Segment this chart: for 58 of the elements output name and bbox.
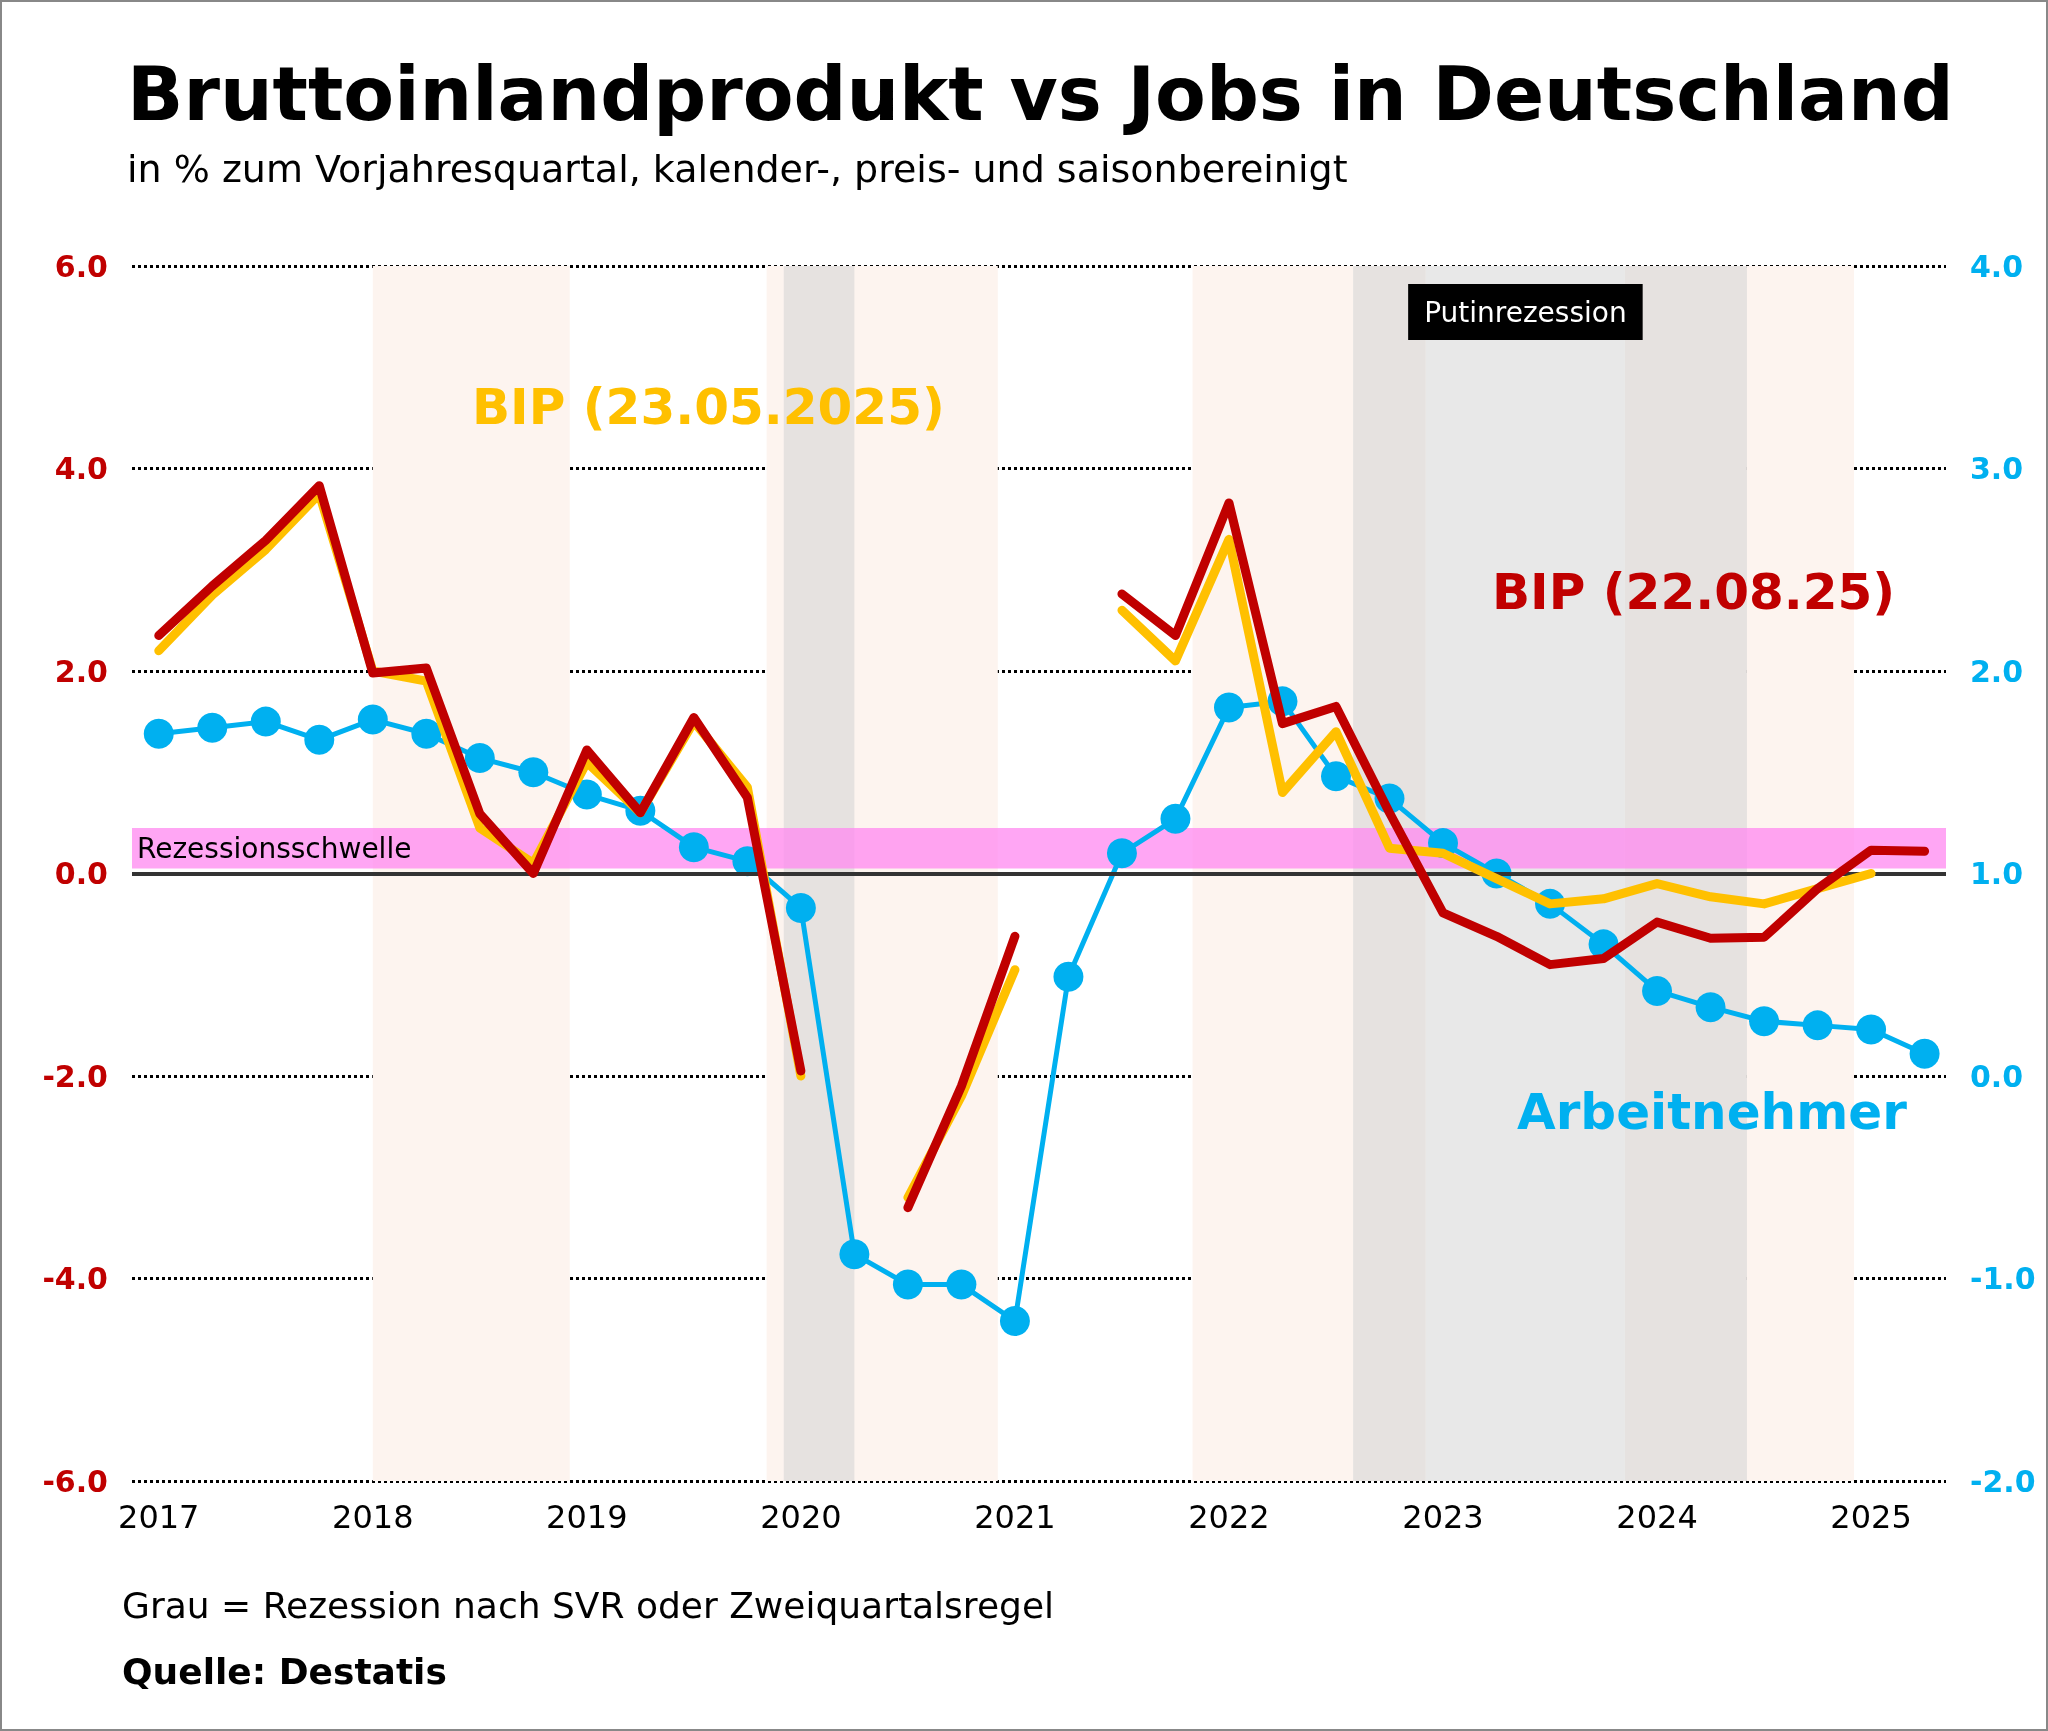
y-tick-label: 6.0 xyxy=(54,248,108,284)
y2-tick-label: -2.0 xyxy=(1970,1463,2036,1499)
y2-tick-label: 1.0 xyxy=(1970,856,2024,891)
y-tick-label: 2.0 xyxy=(54,653,108,689)
x-tick-label: 2018 xyxy=(332,1498,414,1536)
x-tick-label: 2019 xyxy=(546,1498,628,1536)
x-tick-label: 2023 xyxy=(1402,1498,1484,1536)
point xyxy=(678,832,709,863)
x-tick-label: 2017 xyxy=(118,1498,200,1536)
point xyxy=(839,1239,870,1270)
y2-tick-label: 3.0 xyxy=(1970,451,2024,486)
point xyxy=(571,779,602,810)
y2-tick-label: 2.0 xyxy=(1970,653,2024,689)
y2-tick-label: 0.0 xyxy=(1970,1058,2024,1094)
y2-tick-label: -1.0 xyxy=(1970,1261,2036,1296)
point xyxy=(999,1306,1030,1337)
point xyxy=(464,743,495,774)
band-label: Rezessionsschwelle xyxy=(137,831,412,865)
point xyxy=(304,724,335,755)
band-label: Putinrezession xyxy=(1424,295,1627,329)
text: BIP (22.08.25) xyxy=(1492,563,1896,621)
point xyxy=(785,892,816,923)
point xyxy=(1321,761,1351,792)
point xyxy=(1802,1010,1833,1041)
point xyxy=(357,704,388,735)
point xyxy=(1695,992,1726,1023)
point xyxy=(143,718,174,749)
point xyxy=(1642,975,1673,1006)
point xyxy=(1213,692,1244,723)
point xyxy=(946,1269,977,1300)
x-tick-label: 2025 xyxy=(1830,1498,1912,1536)
point xyxy=(250,706,281,737)
point xyxy=(197,712,228,743)
y-tick-label: -6.0 xyxy=(42,1463,108,1499)
series-label: Arbeitnehmer xyxy=(1517,1083,1908,1141)
point xyxy=(1749,1006,1780,1037)
y2-tick-label: 4.0 xyxy=(1970,248,2024,284)
source-note: Quelle: Destatis xyxy=(122,1650,447,1692)
point xyxy=(1856,1014,1887,1045)
point xyxy=(1053,961,1084,992)
point xyxy=(1160,803,1191,834)
y-tick-label: -2.0 xyxy=(42,1058,108,1094)
text: Grau = Rezession nach SVR oder Zweiquartalsregel xyxy=(122,1584,1055,1626)
point xyxy=(1106,838,1137,869)
x-tick-label: 2020 xyxy=(760,1498,842,1536)
y-tick-label: -4.0 xyxy=(42,1261,108,1296)
point xyxy=(1909,1038,1940,1069)
y-tick-label: 0.0 xyxy=(54,856,108,891)
point xyxy=(892,1269,923,1300)
chart-subtitle: in % zum Vorjahresquartal, kalender-, preis- und saisonbereinigt xyxy=(127,147,1348,191)
chart-title: Bruttoinlandprodukt vs Jobs in Deutschland xyxy=(127,51,1954,137)
x-tick-label: 2021 xyxy=(974,1498,1056,1536)
y-tick-label: 4.0 xyxy=(54,451,108,486)
text: BIP (23.05.2025) xyxy=(472,378,945,436)
point xyxy=(411,718,442,749)
point xyxy=(518,757,549,788)
x-tick-label: 2024 xyxy=(1616,1498,1698,1536)
x-tick-label: 2022 xyxy=(1188,1498,1270,1536)
